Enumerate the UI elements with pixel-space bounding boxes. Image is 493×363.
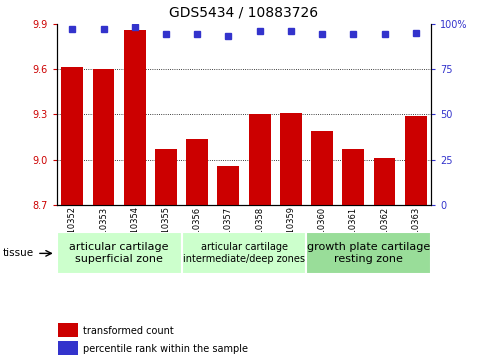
Bar xyxy=(280,113,302,205)
Bar xyxy=(58,323,78,338)
Text: tissue: tissue xyxy=(2,248,34,258)
Bar xyxy=(93,69,114,205)
Bar xyxy=(307,232,431,274)
Bar xyxy=(249,114,271,205)
Text: articular cartilage
intermediate/deep zones: articular cartilage intermediate/deep zo… xyxy=(183,242,305,264)
Bar xyxy=(61,68,83,205)
Bar xyxy=(57,232,181,274)
Text: articular cartilage
superficial zone: articular cartilage superficial zone xyxy=(70,242,169,264)
Text: growth plate cartilage
resting zone: growth plate cartilage resting zone xyxy=(307,242,430,264)
Bar xyxy=(342,149,364,205)
Text: percentile rank within the sample: percentile rank within the sample xyxy=(83,344,247,354)
Title: GDS5434 / 10883726: GDS5434 / 10883726 xyxy=(170,6,318,20)
Bar xyxy=(124,30,145,205)
Bar xyxy=(217,166,240,205)
Bar xyxy=(311,131,333,205)
Bar xyxy=(155,149,177,205)
Bar xyxy=(405,116,427,205)
Bar xyxy=(374,158,395,205)
Bar xyxy=(181,232,307,274)
Bar xyxy=(58,341,78,355)
Text: transformed count: transformed count xyxy=(83,326,174,336)
Bar xyxy=(186,139,208,205)
